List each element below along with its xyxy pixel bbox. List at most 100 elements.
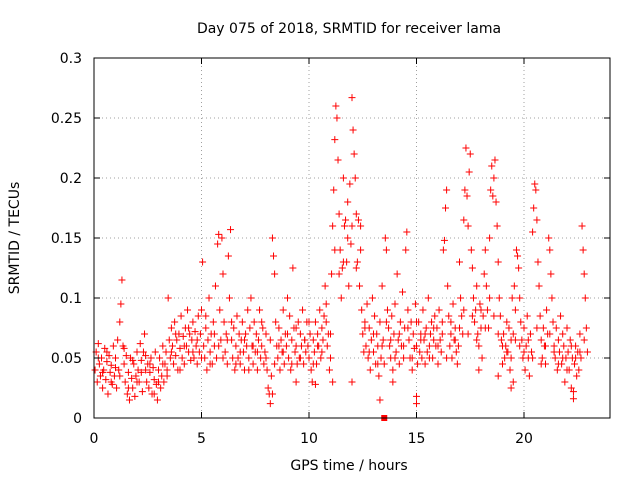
data-point bbox=[413, 342, 420, 350]
data-point bbox=[571, 360, 579, 368]
data-point bbox=[166, 354, 174, 362]
data-point bbox=[464, 222, 472, 230]
data-point bbox=[437, 348, 445, 356]
data-point bbox=[194, 312, 202, 320]
data-point bbox=[453, 360, 461, 368]
data-point bbox=[156, 354, 164, 362]
data-point bbox=[318, 324, 326, 332]
data-point bbox=[132, 372, 140, 380]
data-point bbox=[123, 390, 131, 398]
data-point bbox=[130, 360, 138, 368]
data-point bbox=[216, 306, 224, 314]
data-point bbox=[377, 354, 385, 362]
data-point bbox=[206, 360, 214, 368]
data-point bbox=[329, 378, 337, 386]
data-point bbox=[561, 378, 569, 386]
data-point bbox=[399, 288, 407, 296]
data-point bbox=[142, 352, 150, 360]
data-point bbox=[491, 156, 499, 164]
data-point bbox=[275, 342, 283, 350]
data-point bbox=[512, 246, 520, 254]
data-point bbox=[468, 264, 476, 272]
data-point bbox=[288, 360, 296, 368]
data-point bbox=[460, 306, 468, 314]
data-point bbox=[582, 324, 590, 332]
data-point bbox=[102, 376, 110, 384]
data-point bbox=[378, 342, 386, 350]
data-point bbox=[204, 336, 212, 344]
data-point bbox=[266, 336, 274, 344]
data-point bbox=[163, 372, 171, 380]
data-point bbox=[335, 210, 343, 218]
data-point bbox=[583, 348, 591, 356]
data-point bbox=[325, 366, 333, 374]
data-point bbox=[438, 318, 446, 326]
data-point bbox=[517, 318, 525, 326]
data-point bbox=[199, 258, 207, 266]
data-point bbox=[530, 204, 538, 212]
data-point bbox=[335, 270, 343, 278]
data-point bbox=[282, 342, 290, 350]
data-point bbox=[547, 270, 555, 278]
data-point bbox=[104, 390, 112, 398]
data-point bbox=[481, 246, 489, 254]
data-point bbox=[327, 354, 334, 362]
data-point bbox=[133, 378, 141, 386]
data-point bbox=[190, 354, 198, 362]
data-point bbox=[535, 282, 543, 290]
data-point bbox=[146, 368, 154, 376]
data-point bbox=[425, 354, 433, 362]
data-point bbox=[391, 300, 399, 308]
y-tick-label: 0.25 bbox=[51, 111, 82, 127]
data-point bbox=[543, 306, 551, 314]
data-point bbox=[423, 348, 431, 356]
data-point bbox=[157, 384, 165, 392]
data-point bbox=[352, 210, 360, 218]
data-point bbox=[383, 306, 391, 314]
data-point bbox=[116, 318, 124, 326]
data-point bbox=[271, 360, 279, 368]
data-point bbox=[387, 336, 395, 344]
data-point bbox=[348, 94, 356, 102]
data-point bbox=[316, 306, 324, 314]
data-point bbox=[176, 366, 184, 374]
data-point bbox=[434, 342, 442, 350]
data-point bbox=[497, 336, 505, 344]
data-point bbox=[391, 354, 399, 362]
data-point bbox=[189, 348, 197, 356]
data-point bbox=[141, 330, 149, 338]
data-point bbox=[96, 372, 104, 380]
data-point bbox=[358, 306, 366, 314]
data-point bbox=[493, 222, 501, 230]
data-point bbox=[319, 336, 327, 344]
data-point bbox=[483, 306, 491, 314]
data-point bbox=[553, 366, 561, 374]
data-point bbox=[167, 324, 175, 332]
data-point bbox=[249, 360, 257, 368]
data-point bbox=[178, 354, 186, 362]
data-point bbox=[133, 348, 141, 356]
data-point bbox=[185, 324, 193, 332]
data-point bbox=[259, 324, 267, 332]
data-point bbox=[461, 186, 469, 194]
y-axis-label: SRMTID / TECUs bbox=[7, 182, 23, 295]
data-point bbox=[405, 336, 413, 344]
data-point bbox=[94, 340, 102, 348]
data-point bbox=[145, 384, 153, 392]
data-point bbox=[93, 378, 101, 386]
data-point bbox=[167, 348, 175, 356]
data-point bbox=[149, 364, 157, 372]
data-point bbox=[371, 312, 379, 320]
data-point bbox=[445, 312, 453, 320]
y-tick-label: 0.2 bbox=[60, 171, 82, 187]
data-point bbox=[191, 328, 199, 336]
data-point bbox=[150, 390, 158, 398]
data-point bbox=[537, 336, 545, 344]
data-point bbox=[481, 324, 489, 332]
data-point bbox=[490, 312, 498, 320]
data-point bbox=[307, 366, 315, 374]
data-point bbox=[569, 395, 577, 403]
data-point bbox=[99, 368, 107, 376]
data-point bbox=[296, 354, 304, 362]
data-point bbox=[249, 342, 257, 350]
